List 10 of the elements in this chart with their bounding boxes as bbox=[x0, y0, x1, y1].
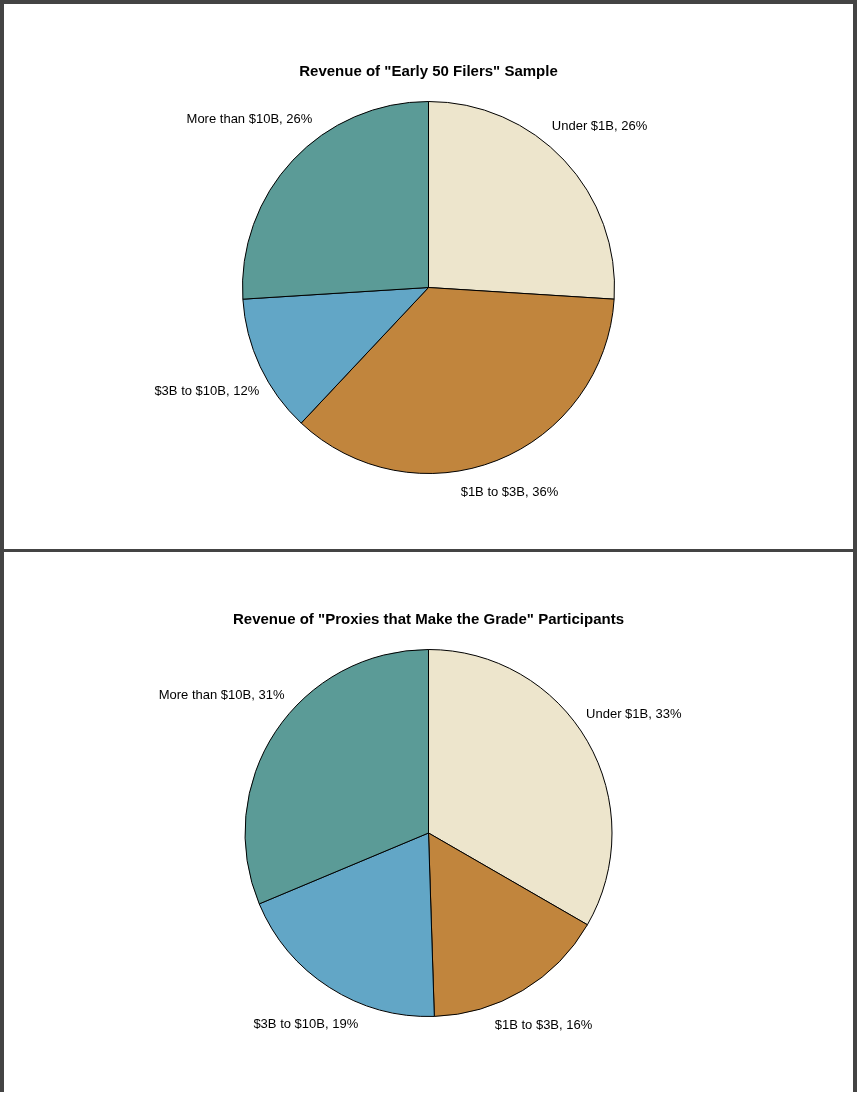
slice-label: Under $1B, 26% bbox=[551, 118, 648, 134]
slice-label: More than $10B, 31% bbox=[158, 686, 285, 702]
chart-title: Revenue of "Early 50 Filers" Sample bbox=[299, 62, 558, 80]
slice-label: $3B to $10B, 19% bbox=[253, 1015, 359, 1031]
slice-label: Under $1B, 33% bbox=[586, 706, 682, 722]
slice-label: $1B to $3B, 36% bbox=[460, 483, 559, 499]
chart-title: Revenue of "Proxies that Make the Grade" Participants bbox=[232, 610, 625, 628]
slice-label: $3B to $10B, 12% bbox=[154, 383, 260, 399]
slice-label: More than $10B, 26% bbox=[186, 110, 313, 126]
slice-label: $1B to $3B, 16% bbox=[494, 1016, 593, 1032]
